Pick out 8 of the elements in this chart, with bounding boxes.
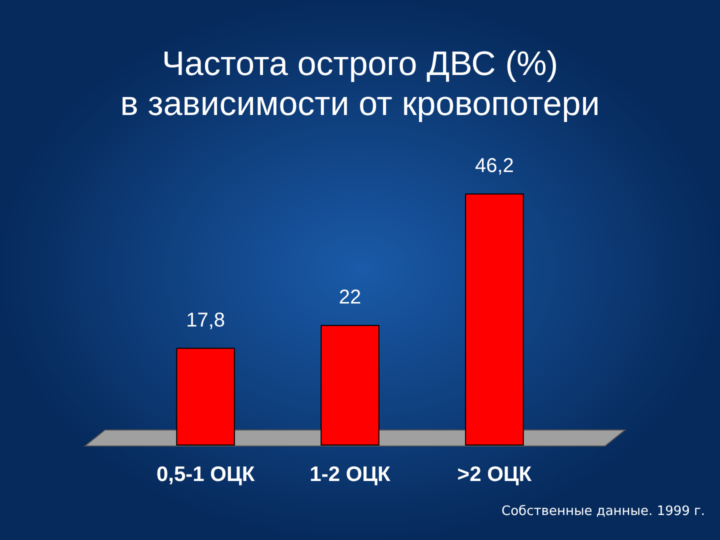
- chart-title: Частота острого ДВС (%) в зависимости от кровопотери: [120, 45, 600, 123]
- data-label: 17,8: [186, 309, 226, 332]
- x-tick-label: >2 ОЦК: [457, 463, 532, 486]
- data-label: 46,2: [474, 155, 514, 177]
- x-tick-label: 1-2 ОЦК: [310, 463, 391, 486]
- text: Собственные данные. 1999 г.: [502, 504, 705, 519]
- x-tick-label: 0,5-1 ОЦК: [156, 463, 255, 486]
- data-label: 22: [338, 286, 362, 308]
